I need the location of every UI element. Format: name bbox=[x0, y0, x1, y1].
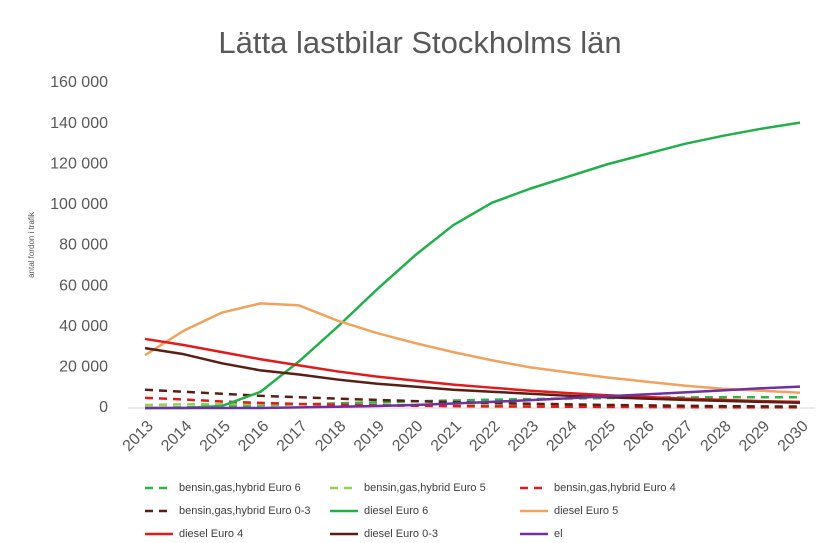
x-tick-label: 2025 bbox=[582, 418, 619, 455]
x-tick-label: 2028 bbox=[698, 418, 735, 455]
x-tick-label: 2021 bbox=[428, 418, 465, 455]
legend-label: bensin,gas,hybrid Euro 6 bbox=[179, 482, 301, 494]
x-tick-label: 2020 bbox=[389, 418, 426, 455]
x-tick-label: 2024 bbox=[543, 418, 580, 455]
series-line bbox=[144, 302, 801, 395]
x-tick-label: 2026 bbox=[621, 418, 658, 455]
legend-label: diesel Euro 0-3 bbox=[364, 528, 438, 540]
y-axis-label: antal fordon i trafik bbox=[27, 211, 36, 278]
x-tick-label: 2018 bbox=[312, 418, 349, 455]
x-tick-label: 2013 bbox=[120, 418, 157, 455]
x-tick-label: 2015 bbox=[197, 418, 234, 455]
x-tick-label: 2014 bbox=[158, 418, 195, 455]
legend-label: el bbox=[554, 528, 563, 540]
chart-title: Lätta lastbilar Stockholms län bbox=[218, 25, 621, 60]
x-tick-label: 2029 bbox=[736, 418, 773, 455]
y-tick-label: 160 000 bbox=[50, 74, 108, 91]
x-tick-label: 2027 bbox=[659, 418, 696, 455]
legend-label: diesel Euro 6 bbox=[364, 505, 428, 517]
legend-label: diesel Euro 5 bbox=[554, 505, 618, 517]
legend-label: bensin,gas,hybrid Euro 0-3 bbox=[179, 505, 310, 517]
legend-label: bensin,gas,hybrid Euro 5 bbox=[364, 482, 486, 494]
series-line bbox=[144, 396, 800, 409]
x-tick-label: 2022 bbox=[466, 418, 503, 455]
y-tick-label: 140 000 bbox=[50, 115, 108, 132]
x-tick-label: 2017 bbox=[274, 418, 311, 455]
series-line bbox=[145, 121, 801, 410]
series-line bbox=[144, 346, 801, 404]
y-tick-label: 60 000 bbox=[59, 277, 108, 294]
x-tick-label: 2030 bbox=[775, 418, 812, 455]
series-line bbox=[145, 385, 801, 410]
x-tick-label: 2019 bbox=[351, 418, 388, 455]
y-tick-label: 100 000 bbox=[50, 196, 108, 213]
x-tick-label: 2023 bbox=[505, 418, 542, 455]
y-tick-label: 20 000 bbox=[59, 359, 108, 376]
legend-label: bensin,gas,hybrid Euro 4 bbox=[554, 482, 676, 494]
x-tick-label: 2016 bbox=[235, 418, 272, 455]
y-tick-label: 120 000 bbox=[50, 155, 108, 172]
y-tick-label: 0 bbox=[99, 399, 108, 416]
y-tick-label: 40 000 bbox=[59, 318, 108, 335]
legend-label: diesel Euro 4 bbox=[179, 528, 243, 540]
y-tick-label: 80 000 bbox=[59, 237, 108, 254]
series-line bbox=[144, 395, 800, 410]
